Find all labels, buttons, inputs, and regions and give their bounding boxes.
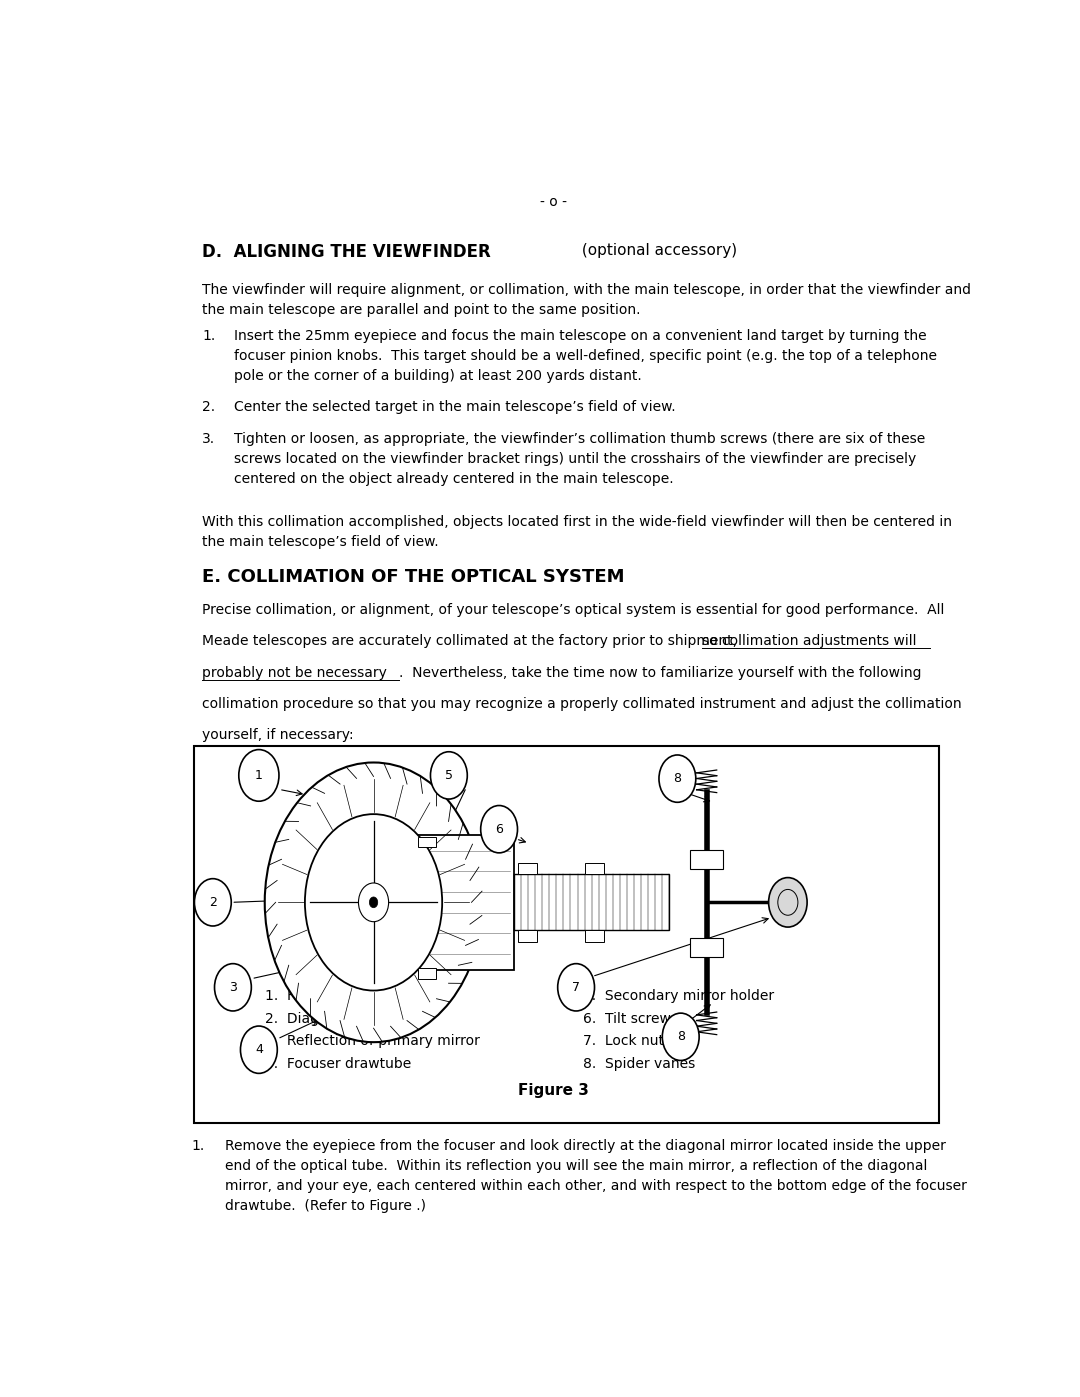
- Text: (optional accessory): (optional accessory): [577, 243, 737, 258]
- Text: 4: 4: [255, 1044, 262, 1056]
- FancyBboxPatch shape: [193, 746, 939, 1123]
- Text: so collimation adjustments will: so collimation adjustments will: [702, 634, 917, 648]
- Text: 5: 5: [445, 768, 453, 782]
- Bar: [514, 875, 669, 930]
- Circle shape: [215, 964, 252, 1011]
- Text: yourself, if necessary:: yourself, if necessary:: [202, 728, 353, 742]
- Text: Tighten or loosen, as appropriate, the viewfinder’s collimation thumb screws (th: Tighten or loosen, as appropriate, the v…: [233, 432, 924, 486]
- Bar: [418, 968, 436, 979]
- Text: 3.  Reflection of primary mirror: 3. Reflection of primary mirror: [265, 1034, 480, 1048]
- Text: 7.  Lock nuts: 7. Lock nuts: [583, 1034, 671, 1048]
- Text: The viewfinder will require alignment, or collimation, with the main telescope, : The viewfinder will require alignment, o…: [202, 282, 971, 317]
- Text: Remove the eyepiece from the focuser and look directly at the diagonal mirror lo: Remove the eyepiece from the focuser and…: [226, 1139, 968, 1213]
- Text: collimation procedure so that you may recognize a properly collimated instrument: collimation procedure so that you may re…: [202, 697, 961, 711]
- Text: 2: 2: [208, 895, 217, 909]
- Circle shape: [305, 814, 442, 990]
- Text: With this collimation accomplished, objects located first in the wide-field view: With this collimation accomplished, obje…: [202, 515, 951, 549]
- Text: 2.  Diagonal mirror: 2. Diagonal mirror: [265, 1011, 395, 1025]
- Text: Insert the 25mm eyepiece and focus the main telescope on a convenient land targe: Insert the 25mm eyepiece and focus the m…: [233, 330, 936, 383]
- Circle shape: [659, 754, 696, 802]
- Bar: [518, 862, 537, 875]
- Bar: [690, 849, 724, 869]
- Text: 3: 3: [229, 981, 237, 993]
- Circle shape: [662, 1013, 699, 1060]
- Text: - o -: - o -: [540, 194, 567, 208]
- Text: 6.  Tilt screws: 6. Tilt screws: [583, 1011, 678, 1025]
- Text: 5.  Secondary mirror holder: 5. Secondary mirror holder: [583, 989, 774, 1003]
- Text: 6: 6: [495, 823, 503, 835]
- Bar: [418, 837, 436, 848]
- Circle shape: [194, 879, 231, 926]
- Circle shape: [359, 883, 389, 922]
- Text: Center the selected target in the main telescope’s field of view.: Center the selected target in the main t…: [233, 400, 675, 414]
- Text: 1.: 1.: [202, 330, 215, 344]
- Text: 4.  Focuser drawtube: 4. Focuser drawtube: [265, 1058, 411, 1071]
- Bar: [585, 930, 604, 942]
- Text: D.  ALIGNING THE VIEWFINDER: D. ALIGNING THE VIEWFINDER: [202, 243, 490, 261]
- Circle shape: [241, 1025, 278, 1073]
- Circle shape: [369, 897, 378, 908]
- Bar: [585, 862, 604, 875]
- Circle shape: [769, 877, 807, 928]
- Text: 3.: 3.: [202, 432, 215, 446]
- Text: 7: 7: [572, 981, 580, 993]
- Text: Precise collimation, or alignment, of your telescope’s optical system is essenti: Precise collimation, or alignment, of yo…: [202, 604, 944, 617]
- Text: 8.  Spider vanes: 8. Spider vanes: [583, 1058, 696, 1071]
- Bar: [518, 930, 537, 942]
- Text: 8: 8: [677, 1031, 685, 1044]
- Text: 1: 1: [255, 768, 262, 782]
- Circle shape: [557, 964, 594, 1011]
- Bar: [690, 937, 724, 957]
- Text: 1.: 1.: [192, 1139, 205, 1153]
- Text: 2.: 2.: [202, 400, 215, 414]
- Circle shape: [431, 752, 468, 799]
- Text: .  Nevertheless, take the time now to familiarize yourself with the following: . Nevertheless, take the time now to fam…: [399, 666, 921, 680]
- Circle shape: [239, 750, 279, 802]
- Text: probably not be necessary: probably not be necessary: [202, 666, 387, 680]
- Text: 8: 8: [673, 773, 681, 785]
- Bar: [414, 834, 514, 970]
- Text: 1.  Reflection of eye: 1. Reflection of eye: [265, 989, 403, 1003]
- Circle shape: [481, 806, 517, 852]
- Circle shape: [265, 763, 483, 1042]
- Text: Figure 3: Figure 3: [518, 1084, 589, 1098]
- Text: E. COLLIMATION OF THE OPTICAL SYSTEM: E. COLLIMATION OF THE OPTICAL SYSTEM: [202, 567, 624, 585]
- Text: Meade telescopes are accurately collimated at the factory prior to shipment,: Meade telescopes are accurately collimat…: [202, 634, 741, 648]
